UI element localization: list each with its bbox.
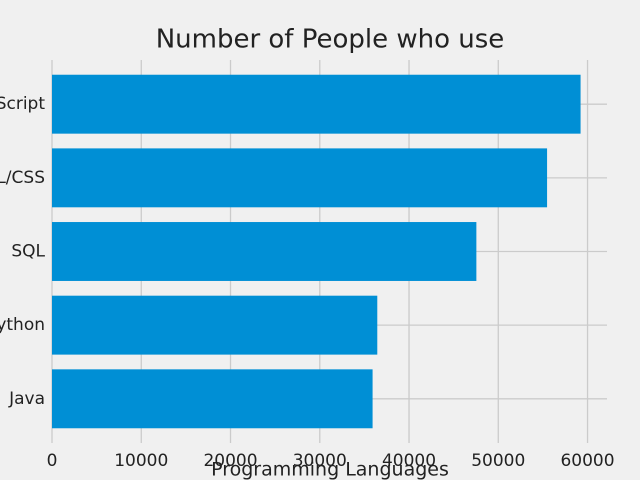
y-tick-label: Java	[8, 389, 45, 409]
bar	[52, 295, 378, 355]
x-axis-label: Programming Languages	[211, 459, 449, 480]
bar	[52, 222, 477, 281]
y-tick-label: HTML/CSS	[0, 168, 45, 188]
chart-title: Number of People who use	[156, 25, 505, 55]
x-tick-label: 40000	[382, 451, 436, 471]
x-tick-label: 50000	[471, 451, 525, 471]
x-tick-label: 0	[47, 451, 58, 471]
x-tick-label: 10000	[114, 451, 168, 471]
bar	[52, 148, 548, 208]
y-tick-label: SQL	[11, 242, 45, 262]
y-tick-label: Python	[0, 315, 45, 335]
y-tick-label: JavaScript	[0, 94, 45, 114]
x-tick-label: 30000	[293, 451, 347, 471]
bar	[52, 369, 373, 429]
x-tick-label: 60000	[560, 451, 614, 471]
x-tick-label: 20000	[203, 451, 257, 471]
bar	[52, 74, 581, 134]
